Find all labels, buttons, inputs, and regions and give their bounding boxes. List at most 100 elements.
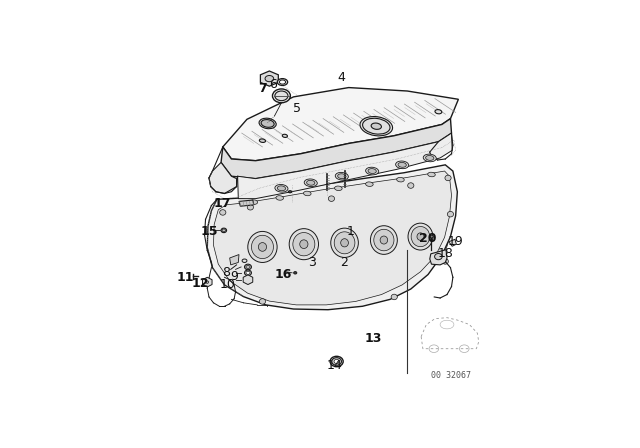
Ellipse shape bbox=[246, 265, 250, 268]
Text: 5: 5 bbox=[293, 103, 301, 116]
Text: 10: 10 bbox=[220, 278, 236, 291]
Ellipse shape bbox=[380, 236, 388, 244]
Text: 11: 11 bbox=[176, 271, 193, 284]
Ellipse shape bbox=[222, 229, 225, 232]
Ellipse shape bbox=[221, 228, 227, 233]
Polygon shape bbox=[221, 119, 451, 179]
Ellipse shape bbox=[275, 185, 288, 192]
Text: 3: 3 bbox=[308, 256, 316, 269]
Text: 13: 13 bbox=[364, 332, 381, 345]
Ellipse shape bbox=[447, 211, 454, 217]
Ellipse shape bbox=[259, 242, 267, 251]
Ellipse shape bbox=[430, 235, 433, 238]
Ellipse shape bbox=[360, 116, 392, 136]
Ellipse shape bbox=[261, 120, 274, 127]
Ellipse shape bbox=[277, 186, 285, 191]
Ellipse shape bbox=[331, 228, 358, 258]
Ellipse shape bbox=[335, 186, 342, 190]
Polygon shape bbox=[449, 239, 456, 246]
Text: 20: 20 bbox=[419, 232, 436, 245]
Polygon shape bbox=[243, 275, 253, 284]
Ellipse shape bbox=[244, 270, 252, 276]
Text: 19: 19 bbox=[448, 235, 463, 248]
Ellipse shape bbox=[332, 358, 342, 365]
Ellipse shape bbox=[391, 294, 397, 300]
Ellipse shape bbox=[445, 175, 451, 181]
Ellipse shape bbox=[396, 161, 409, 168]
Text: 12: 12 bbox=[191, 277, 209, 290]
Ellipse shape bbox=[303, 191, 311, 196]
Ellipse shape bbox=[307, 181, 315, 185]
Text: 14: 14 bbox=[327, 359, 343, 372]
Text: 7: 7 bbox=[258, 82, 267, 95]
Ellipse shape bbox=[328, 196, 335, 202]
Ellipse shape bbox=[259, 118, 276, 129]
Ellipse shape bbox=[259, 299, 266, 304]
Ellipse shape bbox=[435, 110, 442, 114]
Ellipse shape bbox=[294, 271, 297, 274]
Polygon shape bbox=[209, 163, 237, 194]
Ellipse shape bbox=[248, 232, 277, 263]
Ellipse shape bbox=[371, 123, 381, 129]
Ellipse shape bbox=[398, 163, 406, 167]
Ellipse shape bbox=[289, 228, 319, 260]
Ellipse shape bbox=[334, 359, 339, 363]
Polygon shape bbox=[237, 133, 452, 198]
Ellipse shape bbox=[397, 177, 404, 182]
Ellipse shape bbox=[417, 233, 424, 241]
Ellipse shape bbox=[423, 154, 436, 162]
Ellipse shape bbox=[277, 78, 287, 86]
Ellipse shape bbox=[247, 204, 253, 210]
Ellipse shape bbox=[408, 223, 433, 250]
Ellipse shape bbox=[340, 239, 348, 247]
Ellipse shape bbox=[365, 182, 373, 186]
Ellipse shape bbox=[246, 271, 250, 274]
Ellipse shape bbox=[206, 281, 209, 283]
Ellipse shape bbox=[250, 200, 258, 204]
Ellipse shape bbox=[338, 174, 346, 179]
Text: 00 32067: 00 32067 bbox=[431, 371, 472, 380]
Ellipse shape bbox=[442, 258, 449, 264]
Text: 8: 8 bbox=[222, 266, 230, 279]
Ellipse shape bbox=[265, 76, 274, 82]
Ellipse shape bbox=[368, 168, 376, 173]
Polygon shape bbox=[239, 200, 254, 206]
Ellipse shape bbox=[365, 167, 379, 175]
Ellipse shape bbox=[244, 264, 252, 270]
Ellipse shape bbox=[335, 172, 348, 180]
Ellipse shape bbox=[408, 183, 414, 188]
Ellipse shape bbox=[220, 210, 226, 215]
Polygon shape bbox=[430, 250, 447, 265]
Ellipse shape bbox=[428, 172, 435, 177]
Ellipse shape bbox=[293, 233, 315, 256]
Ellipse shape bbox=[426, 155, 434, 160]
Text: 15: 15 bbox=[200, 225, 218, 238]
Ellipse shape bbox=[280, 80, 285, 84]
Polygon shape bbox=[230, 254, 239, 265]
Text: 16: 16 bbox=[275, 268, 292, 281]
Text: 2: 2 bbox=[340, 256, 349, 269]
Ellipse shape bbox=[289, 191, 292, 193]
Polygon shape bbox=[202, 277, 212, 287]
Text: 4: 4 bbox=[338, 71, 346, 84]
Polygon shape bbox=[223, 87, 458, 161]
Text: 18: 18 bbox=[437, 247, 453, 260]
Ellipse shape bbox=[330, 356, 343, 366]
Ellipse shape bbox=[282, 134, 287, 138]
Ellipse shape bbox=[411, 227, 430, 247]
Ellipse shape bbox=[374, 229, 394, 251]
Text: 6: 6 bbox=[269, 78, 276, 91]
Ellipse shape bbox=[435, 254, 442, 260]
Ellipse shape bbox=[304, 179, 317, 187]
Ellipse shape bbox=[252, 235, 273, 258]
Ellipse shape bbox=[242, 259, 247, 263]
Polygon shape bbox=[260, 71, 278, 86]
Text: 1: 1 bbox=[346, 225, 355, 238]
Ellipse shape bbox=[300, 240, 308, 249]
Ellipse shape bbox=[273, 89, 291, 103]
Polygon shape bbox=[214, 171, 451, 305]
Ellipse shape bbox=[275, 91, 288, 101]
Ellipse shape bbox=[276, 196, 284, 200]
Text: 17: 17 bbox=[214, 197, 232, 210]
Ellipse shape bbox=[259, 139, 266, 142]
